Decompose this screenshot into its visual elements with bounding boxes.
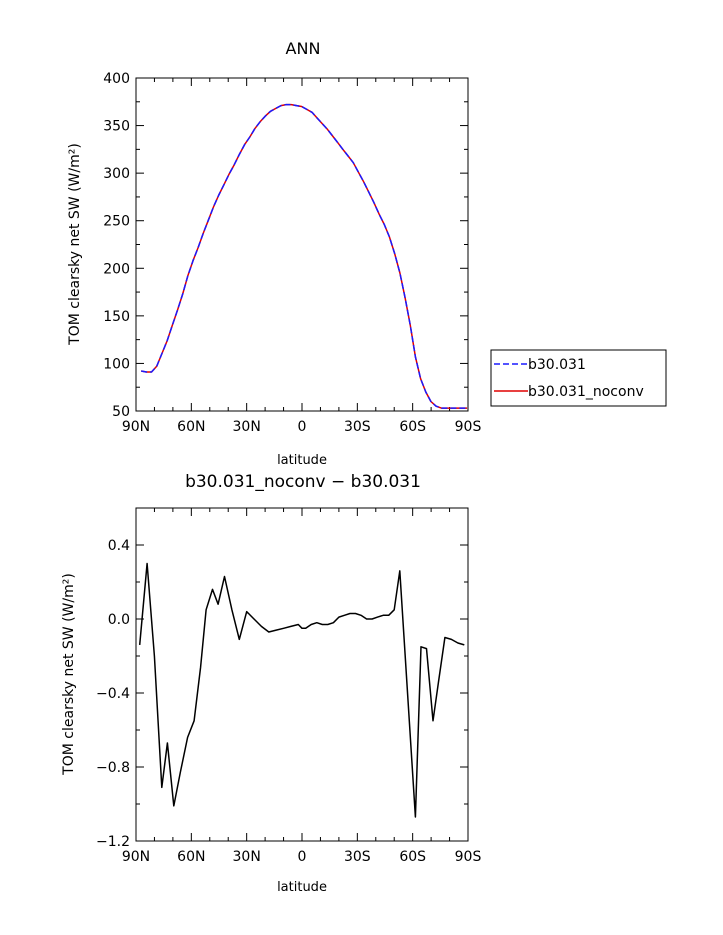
top-x-tick-label: 30N (233, 419, 261, 435)
top-axis-ticks (135, 77, 469, 412)
top-series-line-b30-031-noconv (141, 103, 468, 409)
bottom-x-tick-label: 0 (298, 849, 307, 865)
top-y-tick-label: 50 (112, 404, 130, 420)
top-x-tick-label: 90S (455, 419, 482, 435)
bottom-x-tick-label: 90S (455, 849, 482, 865)
bottom-x-tick-label: 60N (177, 849, 205, 865)
top-chart: ANN 90N 60N 30N 0 30S 60S 90S 50 100 150 200 250 30… (67, 39, 667, 468)
bottom-chart-title: b30.031_noconv − b30.031 (185, 472, 421, 492)
bottom-axis-ticks (135, 507, 469, 842)
legend-box (490, 349, 667, 407)
top-y-tick-label: 300 (103, 166, 130, 182)
bottom-y-tick-label: −0.8 (96, 760, 130, 776)
bottom-series-lines (138, 562, 465, 818)
top-y-tick-label: 400 (103, 71, 130, 87)
bottom-series-line-difference (138, 562, 465, 818)
bottom-x-tick-label: 60S (399, 849, 426, 865)
top-y-tick-labels: 50 100 150 200 250 300 350 400 (103, 71, 130, 420)
bottom-y-axis-label: TOM clearsky net SW (W/m²) (61, 573, 77, 776)
top-x-tick-label: 90N (122, 419, 150, 435)
bottom-y-tick-label: 0.4 (108, 538, 130, 554)
bottom-chart: b30.031_noconv − b30.031 90N 60N 30N 0 30S 60… (61, 472, 481, 895)
bottom-y-tick-label: −1.2 (96, 834, 130, 850)
top-y-tick-label: 100 (103, 356, 130, 372)
top-x-axis-label: latitude (277, 453, 327, 468)
bottom-x-tick-label: 90N (122, 849, 150, 865)
top-y-tick-label: 250 (103, 214, 130, 230)
top-x-tick-label: 60S (399, 419, 426, 435)
top-y-tick-label: 200 (103, 261, 130, 277)
top-series-line-b30-031 (141, 103, 468, 409)
top-y-axis-label: TOM clearsky net SW (W/m²) (67, 143, 83, 346)
bottom-x-axis-label: latitude (277, 880, 327, 895)
bottom-x-tick-label: 30S (344, 849, 371, 865)
bottom-x-tick-labels: 90N 60N 30N 0 30S 60S 90S (122, 849, 482, 865)
top-chart-title: ANN (286, 39, 321, 58)
top-x-tick-label: 0 (298, 419, 307, 435)
legend-label-b30-031-noconv: b30.031_noconv (528, 384, 644, 400)
bottom-y-tick-label: 0.0 (108, 612, 130, 628)
bottom-x-tick-label: 30N (233, 849, 261, 865)
bottom-y-tick-label: −0.4 (96, 686, 130, 702)
top-x-tick-label: 30S (344, 419, 371, 435)
legend: b30.031 b30.031_noconv (490, 349, 667, 407)
legend-label-b30-031: b30.031 (528, 357, 586, 373)
bottom-y-tick-labels: −1.2 −0.8 −0.4 0.0 0.4 (96, 538, 130, 850)
top-y-tick-label: 150 (103, 309, 130, 325)
bottom-plot-frame (135, 507, 469, 842)
top-x-tick-label: 60N (177, 419, 205, 435)
top-y-tick-label: 350 (103, 119, 130, 135)
top-x-tick-labels: 90N 60N 30N 0 30S 60S 90S (122, 419, 482, 435)
top-series-lines (141, 103, 468, 409)
top-plot-frame (135, 77, 469, 412)
